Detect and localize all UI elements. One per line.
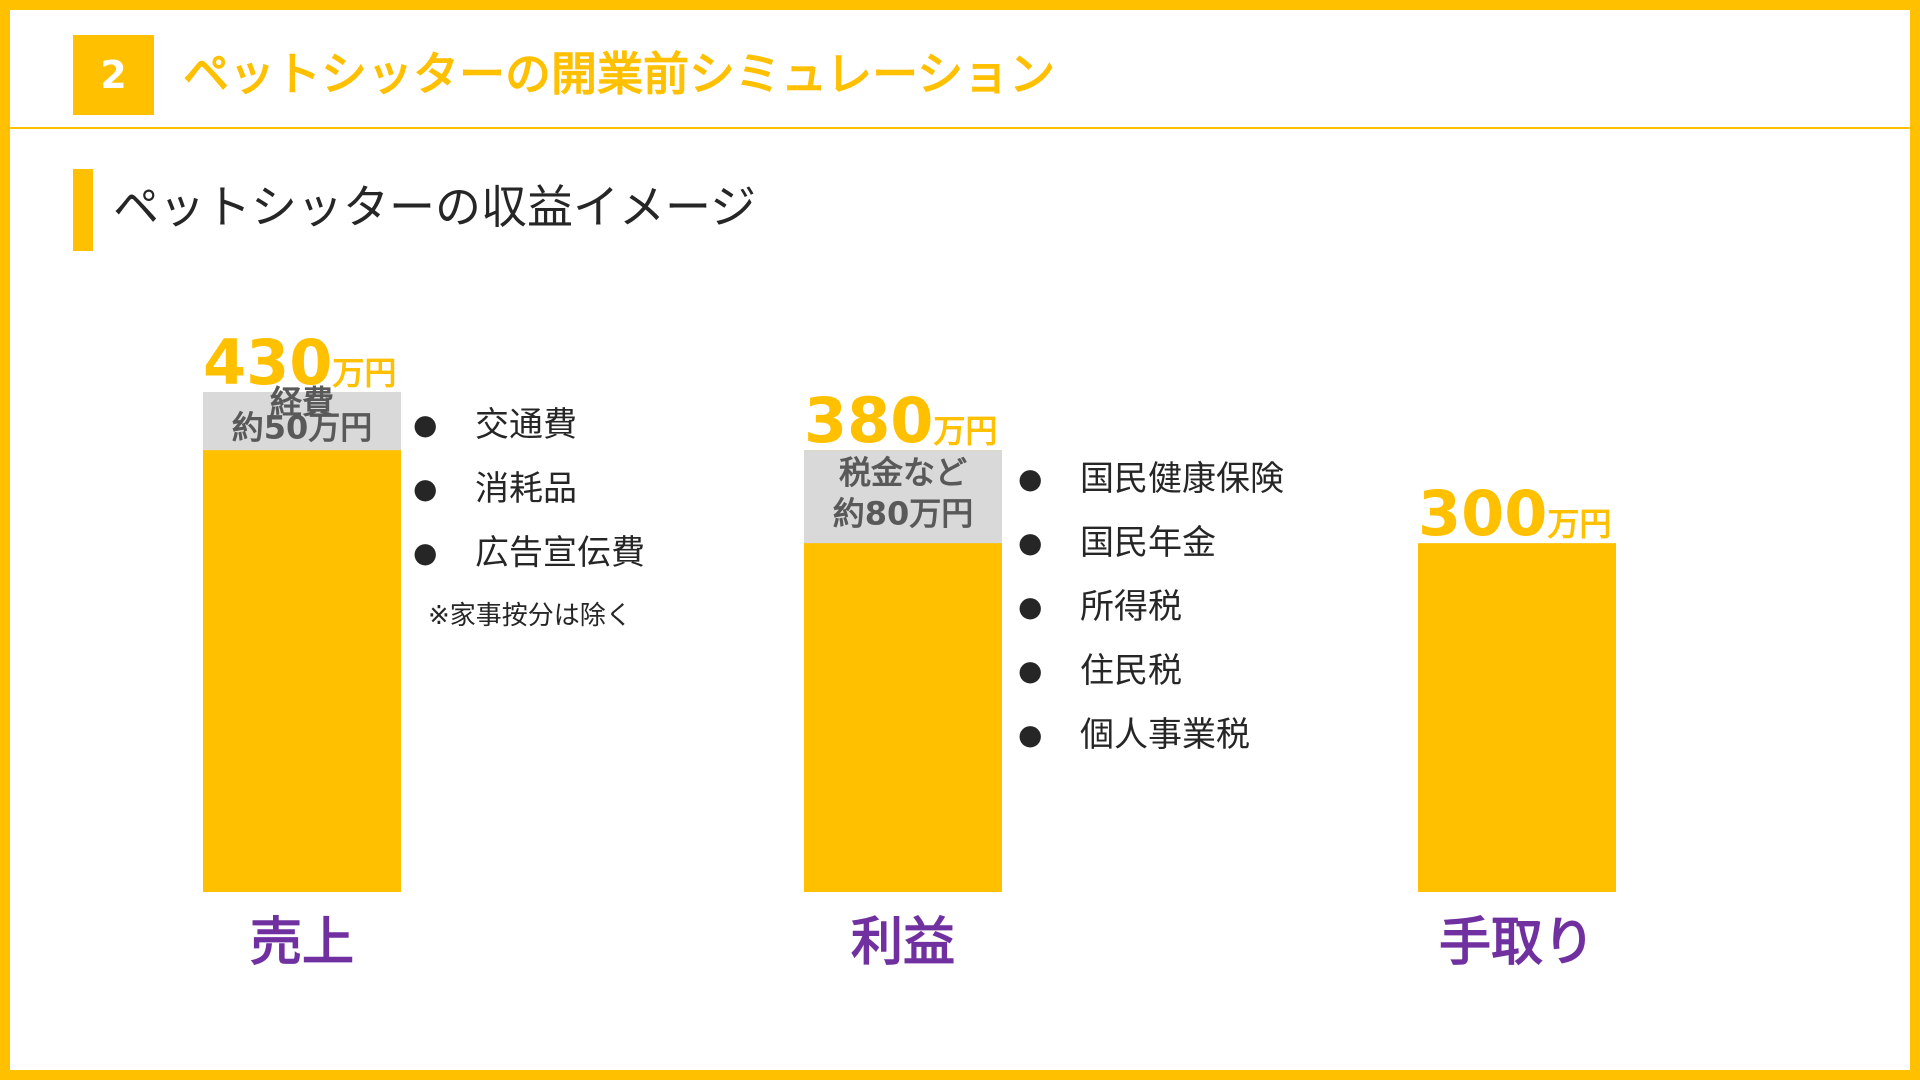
list-item: ● 個人事業税	[1018, 703, 1284, 767]
list-item-label: 広告宣伝費	[475, 533, 645, 573]
list-item: ● 国民年金	[1018, 511, 1284, 575]
bullet-icon: ●	[413, 408, 438, 441]
slide-number-badge: 2	[73, 35, 154, 115]
expense-list: ● 交通費 ● 消耗品 ● 広告宣伝費	[413, 393, 645, 585]
bar-2-deduction-amount: 約80万円	[833, 495, 974, 533]
bullet-icon: ●	[413, 472, 438, 505]
bar-1-deduction-amount: 約50万円	[232, 409, 373, 447]
bar-2-value-label: 380万円	[804, 384, 997, 457]
tax-list: ● 国民健康保険 ● 国民年金 ● 所得税 ● 住民税 ● 個人事業税	[1018, 447, 1284, 767]
list-item-label: 個人事業税	[1080, 715, 1250, 755]
bar-1-value-label: 430万円	[203, 326, 396, 399]
section-title: ペットシッターの収益イメージ	[113, 180, 757, 234]
list-item-label: 所得税	[1080, 587, 1182, 627]
list-item: ● 広告宣伝費	[413, 521, 645, 585]
bullet-icon: ●	[1018, 526, 1043, 559]
list-item-label: 国民健康保険	[1080, 459, 1284, 499]
bar-1	[203, 392, 401, 892]
list-item: ● 住民税	[1018, 639, 1284, 703]
header-divider	[10, 127, 1910, 129]
bar-3-category-label: 手取り	[1439, 913, 1595, 973]
list-item: ● 国民健康保険	[1018, 447, 1284, 511]
bar-1-category-label: 売上	[250, 913, 354, 973]
bar-2-deduction-segment	[804, 450, 1002, 544]
bar-2-deduction-label: 税金など	[839, 454, 967, 492]
list-item: ● 消耗品	[413, 457, 645, 521]
bullet-icon: ●	[1018, 718, 1043, 751]
bullet-icon: ●	[1018, 462, 1043, 495]
bar-1-deduction-segment	[203, 392, 401, 451]
bar-3-value-label: 300万円	[1418, 477, 1611, 550]
bullet-icon: ●	[413, 536, 438, 569]
list-item: ● 所得税	[1018, 575, 1284, 639]
list-item-label: 消耗品	[475, 469, 577, 509]
bar-1-deduction-label: 経費	[270, 383, 334, 421]
bar-2-category-label: 利益	[851, 913, 955, 973]
list-item-label: 交通費	[475, 405, 577, 445]
bullet-icon: ●	[1018, 654, 1043, 687]
bar-3	[1418, 543, 1616, 892]
list-item-label: 住民税	[1080, 651, 1182, 691]
section-accent-bar	[73, 169, 93, 251]
bullet-icon: ●	[1018, 590, 1043, 623]
list-item-label: 国民年金	[1080, 523, 1216, 563]
expense-note: ※家事按分は除く	[428, 601, 632, 631]
page-title: ペットシッターの開業前シミュレーション	[183, 47, 1056, 101]
list-item: ● 交通費	[413, 393, 645, 457]
